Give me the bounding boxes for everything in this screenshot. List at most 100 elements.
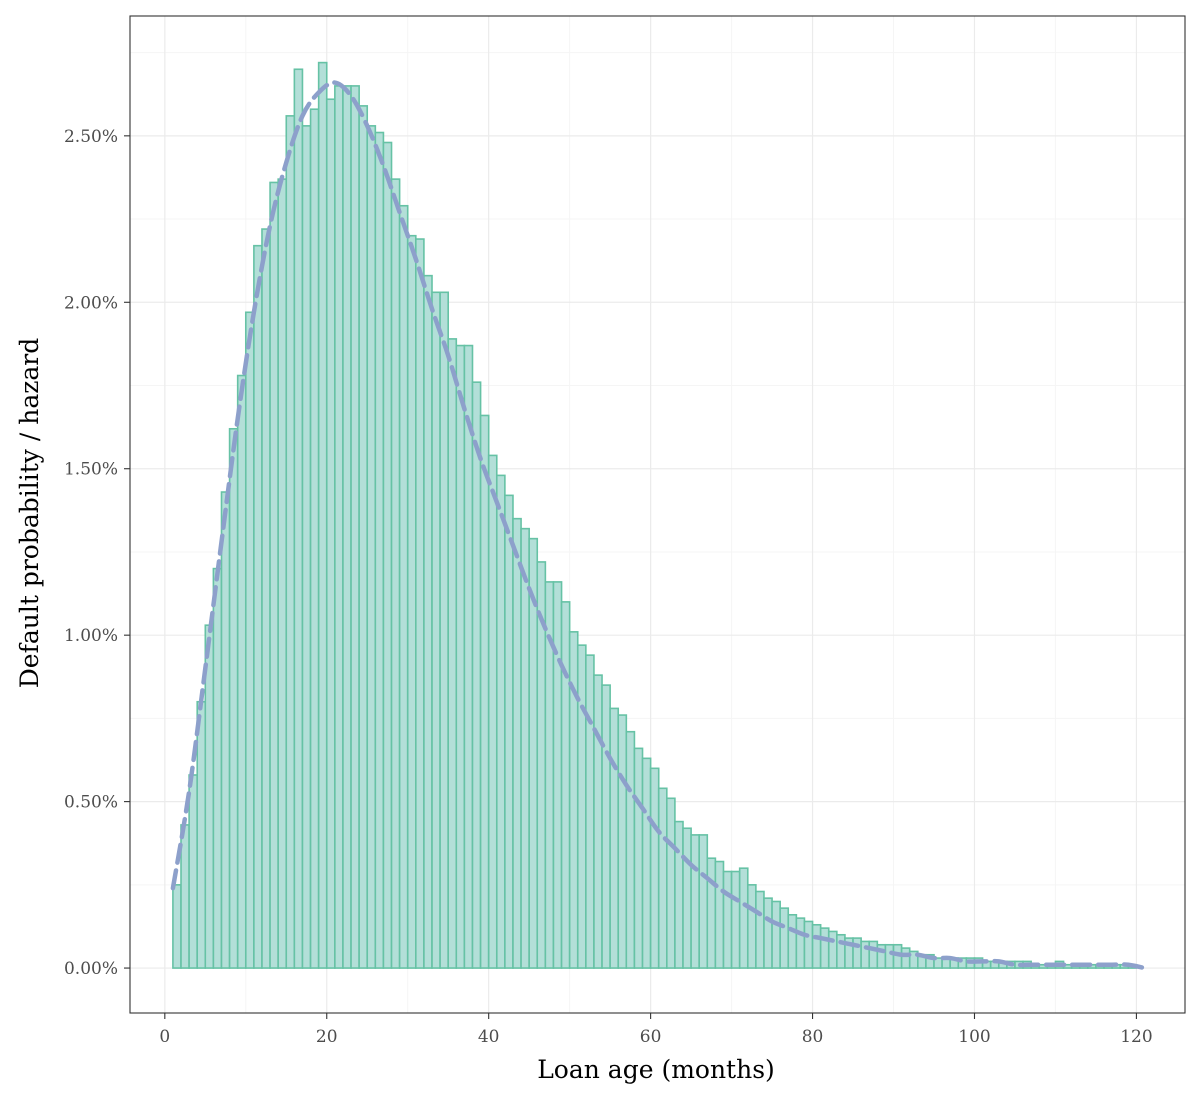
y-tick-label: 0.00%	[64, 959, 118, 979]
histogram-bar	[682, 827, 692, 969]
bars-layer	[172, 61, 1138, 969]
histogram-bar	[334, 85, 344, 969]
histogram-bar	[771, 900, 781, 969]
x-tick-label: 80	[802, 1027, 824, 1047]
y-tick-label: 0.50%	[64, 793, 118, 813]
histogram-bar	[277, 178, 288, 969]
histogram-bar	[415, 238, 425, 969]
histogram-bar	[439, 291, 450, 969]
x-tick-label: 100	[958, 1027, 990, 1047]
histogram-bar	[868, 940, 879, 969]
histogram-bar	[309, 108, 320, 969]
histogram-bar	[374, 131, 385, 969]
x-tick-label: 40	[478, 1027, 500, 1047]
histogram-bar	[617, 714, 628, 969]
histogram-bar	[423, 274, 433, 969]
histogram-bar	[301, 125, 312, 969]
y-tick-label: 1.00%	[64, 626, 118, 646]
histogram-bar	[836, 933, 846, 969]
histogram-bar	[479, 414, 490, 969]
y-axis-title: Default probability / hazard	[15, 338, 44, 689]
histogram-bar	[317, 61, 328, 969]
histogram-bar	[641, 757, 652, 969]
histogram-bar	[779, 907, 790, 969]
histogram-bar	[220, 491, 231, 969]
histogram-bar	[236, 374, 247, 969]
y-tick-label: 2.50%	[64, 127, 118, 147]
histogram-bar	[382, 141, 393, 969]
histogram-bar	[560, 601, 571, 969]
histogram-bar	[657, 787, 668, 969]
histogram-bar	[827, 930, 838, 969]
histogram-bar	[172, 884, 182, 969]
histogram-bar	[884, 943, 895, 969]
histogram-bar	[228, 427, 239, 969]
histogram-bar	[504, 494, 514, 969]
histogram-bar	[495, 474, 506, 969]
histogram-bar	[706, 857, 717, 969]
histogram-bar	[714, 860, 725, 969]
histogram-bar	[520, 527, 530, 969]
histogram-bar	[803, 920, 814, 969]
histogram-bar	[261, 228, 271, 969]
histogram-bar	[188, 774, 199, 969]
histogram-bar	[212, 567, 223, 969]
histogram-bar	[471, 381, 482, 969]
hazard-line-layer	[170, 80, 1147, 971]
histogram-bar	[811, 923, 822, 969]
histogram-bar	[342, 85, 352, 969]
panel-border	[129, 15, 1186, 1014]
histogram-bar	[609, 707, 620, 969]
histogram-bar	[698, 834, 709, 969]
histogram-bar	[285, 115, 296, 969]
histogram-bar	[649, 767, 660, 969]
histogram-bar	[787, 913, 798, 969]
x-tick-label: 0	[159, 1027, 170, 1047]
histogram-bar	[406, 234, 417, 969]
x-tick-label: 20	[316, 1027, 338, 1047]
histogram-bar	[763, 897, 773, 969]
histogram-bar	[738, 867, 749, 969]
hazard-line	[170, 80, 1147, 971]
histogram-bar	[455, 344, 466, 969]
histogram-bar	[819, 927, 830, 969]
histogram-bar	[366, 125, 377, 969]
histogram-bar	[795, 917, 806, 969]
histogram-bar	[633, 747, 644, 969]
histogram-bar	[852, 937, 862, 969]
x-axis-title: Loan age (months)	[537, 1055, 775, 1084]
histogram-bar	[253, 244, 263, 969]
histogram-bar	[585, 654, 595, 969]
histogram-bar	[730, 870, 741, 969]
histogram-bar	[755, 890, 765, 969]
histogram-bar	[552, 581, 563, 969]
histogram-bar	[690, 834, 700, 969]
histogram-bar	[746, 884, 757, 969]
y-tick-label: 2.00%	[64, 293, 118, 313]
histogram-bar	[350, 85, 360, 969]
histogram-bar	[601, 684, 611, 969]
histogram-bar	[269, 181, 279, 969]
histogram-bar	[358, 105, 369, 969]
histogram-bar	[666, 797, 676, 969]
histogram-bar	[244, 311, 255, 969]
histogram-bar	[325, 98, 336, 969]
histogram-bar	[431, 291, 441, 969]
histogram-bar	[463, 344, 474, 969]
histogram-bar	[390, 178, 401, 969]
histogram-bar	[487, 454, 498, 969]
histogram-bar	[512, 517, 522, 969]
y-tick-label: 1.50%	[64, 460, 118, 480]
histogram-bar	[674, 820, 684, 969]
histogram-bar	[447, 338, 458, 969]
histogram-bar	[593, 674, 603, 969]
histogram-bar	[900, 947, 911, 969]
x-tick-label: 60	[640, 1027, 662, 1047]
x-tick-label: 120	[1120, 1027, 1152, 1047]
histogram-bar	[398, 204, 409, 969]
histogram-bar	[576, 644, 587, 969]
histogram-bar	[196, 700, 207, 969]
histogram-bar	[625, 730, 636, 969]
axis-layer: 0 20 40 60 80 100 120 0.00% 0.50% 1.00% 1.50% 2.00%…	[64, 127, 1153, 1047]
histogram-bar	[722, 870, 733, 969]
